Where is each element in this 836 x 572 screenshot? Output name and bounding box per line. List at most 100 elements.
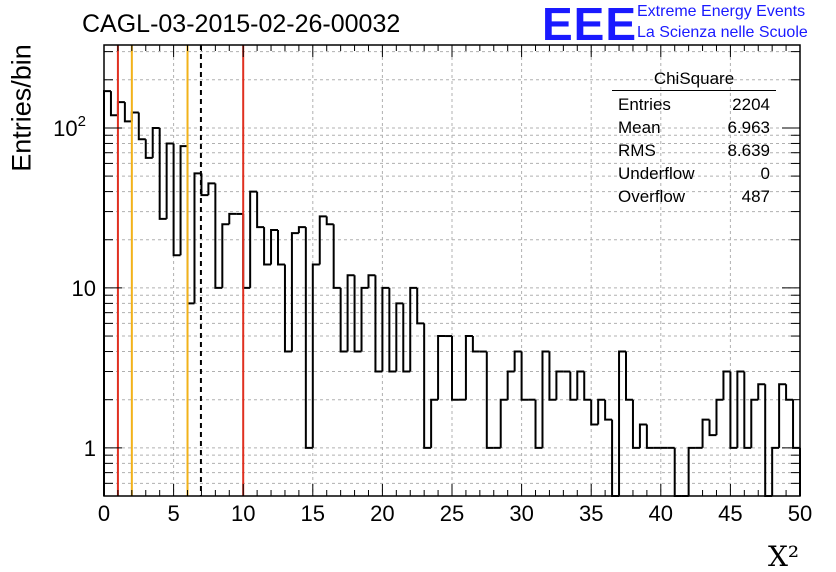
histogram-bin bbox=[437, 335, 446, 400]
stats-row-rms: RMS 8.639 bbox=[612, 139, 776, 162]
y-tick-label: 1 bbox=[84, 436, 96, 461]
histogram-bin bbox=[771, 446, 780, 496]
histogram-bin bbox=[290, 232, 299, 352]
logo-line-1: Extreme Energy Events bbox=[637, 3, 806, 20]
logo-line-2: La Scienza nelle Scuole bbox=[637, 24, 808, 41]
histogram-bin bbox=[569, 371, 578, 401]
histogram-bin bbox=[256, 191, 265, 229]
histogram-bin bbox=[618, 350, 626, 496]
histogram-bin bbox=[778, 383, 787, 448]
histogram-bin bbox=[409, 286, 418, 372]
histogram-bin bbox=[451, 336, 459, 401]
x-tick-label: 20 bbox=[370, 501, 394, 526]
y-tick-label: 10 bbox=[72, 276, 96, 301]
stats-value: 0 bbox=[760, 164, 770, 183]
histogram-bin bbox=[158, 127, 167, 220]
histogram-bin bbox=[590, 399, 599, 426]
histogram-bin bbox=[270, 229, 278, 265]
histogram-bin bbox=[297, 226, 306, 234]
stats-label: Entries bbox=[618, 95, 671, 114]
stats-row-mean: Mean 6.963 bbox=[612, 116, 776, 139]
x-axis-label: X² bbox=[768, 540, 799, 572]
histogram-bin bbox=[374, 275, 383, 373]
histogram-bin bbox=[722, 370, 731, 400]
histogram-bin bbox=[179, 145, 188, 256]
stats-row-underflow: Underflow 0 bbox=[612, 162, 776, 185]
x-tick-label: 35 bbox=[579, 501, 603, 526]
histogram-bin bbox=[506, 370, 515, 400]
stats-label: Mean bbox=[618, 118, 661, 137]
stats-value: 487 bbox=[741, 187, 770, 206]
reference-lines bbox=[116, 45, 245, 496]
histogram-bin bbox=[116, 101, 125, 116]
axis-ticks bbox=[103, 45, 801, 497]
histogram-bin bbox=[304, 227, 313, 449]
histogram-bin bbox=[520, 351, 529, 401]
y-tick-label: 102 bbox=[53, 113, 86, 141]
stats-label: Overflow bbox=[618, 187, 686, 206]
histogram-bin bbox=[416, 287, 425, 325]
histogram-bin bbox=[631, 399, 640, 449]
histogram-bin bbox=[792, 399, 800, 449]
histogram-bin bbox=[743, 371, 752, 449]
histogram-bin bbox=[172, 143, 181, 257]
histogram-bin bbox=[193, 172, 202, 304]
stats-label: RMS bbox=[618, 141, 656, 160]
histogram-bin bbox=[548, 351, 557, 401]
histogram-bin bbox=[346, 274, 355, 352]
histogram-bin bbox=[708, 419, 717, 437]
histogram-bin bbox=[715, 398, 724, 436]
histogram-bin bbox=[430, 398, 439, 448]
histogram-bin bbox=[214, 183, 223, 289]
histogram-bin bbox=[381, 286, 390, 372]
histogram-bin bbox=[576, 370, 585, 400]
histogram-bin bbox=[186, 146, 195, 305]
histogram-bin bbox=[541, 350, 550, 448]
y-axis-label: Entries/bin bbox=[6, 44, 37, 172]
histogram-bin bbox=[464, 335, 473, 400]
histogram-bin bbox=[729, 371, 738, 449]
histogram-bin bbox=[367, 274, 376, 288]
histogram-bin bbox=[207, 182, 216, 196]
histogram-bin bbox=[757, 383, 766, 400]
y-tick-label-exponent: 2 bbox=[78, 113, 86, 130]
histogram-bin bbox=[785, 384, 794, 401]
histogram-bin bbox=[471, 336, 480, 353]
histogram-bin bbox=[332, 224, 341, 289]
histogram-bin bbox=[360, 286, 369, 352]
histogram-bin bbox=[645, 424, 654, 449]
histogram-bin bbox=[499, 398, 508, 448]
histogram-bin bbox=[513, 350, 522, 372]
histogram-bin bbox=[701, 418, 710, 448]
histogram-bin bbox=[625, 351, 633, 401]
histogram-bin bbox=[555, 370, 564, 400]
stats-row-overflow: Overflow 487 bbox=[612, 185, 776, 208]
histogram-bin bbox=[221, 223, 230, 288]
histogram-bin bbox=[311, 263, 320, 448]
stats-label: Underflow bbox=[618, 164, 695, 183]
x-tick-label: 45 bbox=[718, 501, 742, 526]
histogram-bin bbox=[687, 446, 696, 496]
histogram-bin bbox=[611, 419, 620, 497]
histogram-bin bbox=[242, 213, 251, 289]
histogram-bin bbox=[339, 287, 348, 353]
x-tick-label: 40 bbox=[649, 501, 673, 526]
stats-row-entries: Entries 2204 bbox=[612, 93, 776, 116]
histogram-bin bbox=[151, 126, 160, 158]
histogram-bin bbox=[604, 399, 613, 421]
histogram-bin bbox=[583, 371, 592, 401]
x-tick-label: 30 bbox=[509, 501, 533, 526]
chart-title: CAGL-03-2015-02-26-00032 bbox=[82, 10, 401, 38]
histogram-bin bbox=[109, 91, 118, 117]
histogram-bin bbox=[283, 264, 292, 353]
stats-value: 2204 bbox=[732, 95, 770, 114]
x-tick-label: 15 bbox=[301, 501, 325, 526]
histogram-bin bbox=[485, 351, 494, 449]
histogram-bin bbox=[638, 423, 647, 448]
histogram-bin bbox=[353, 275, 362, 353]
histogram-bin bbox=[228, 212, 237, 225]
stats-value: 8.639 bbox=[727, 141, 770, 160]
histogram-bin bbox=[263, 227, 272, 266]
histogram-bin bbox=[318, 215, 327, 265]
histogram-bin bbox=[103, 90, 111, 496]
